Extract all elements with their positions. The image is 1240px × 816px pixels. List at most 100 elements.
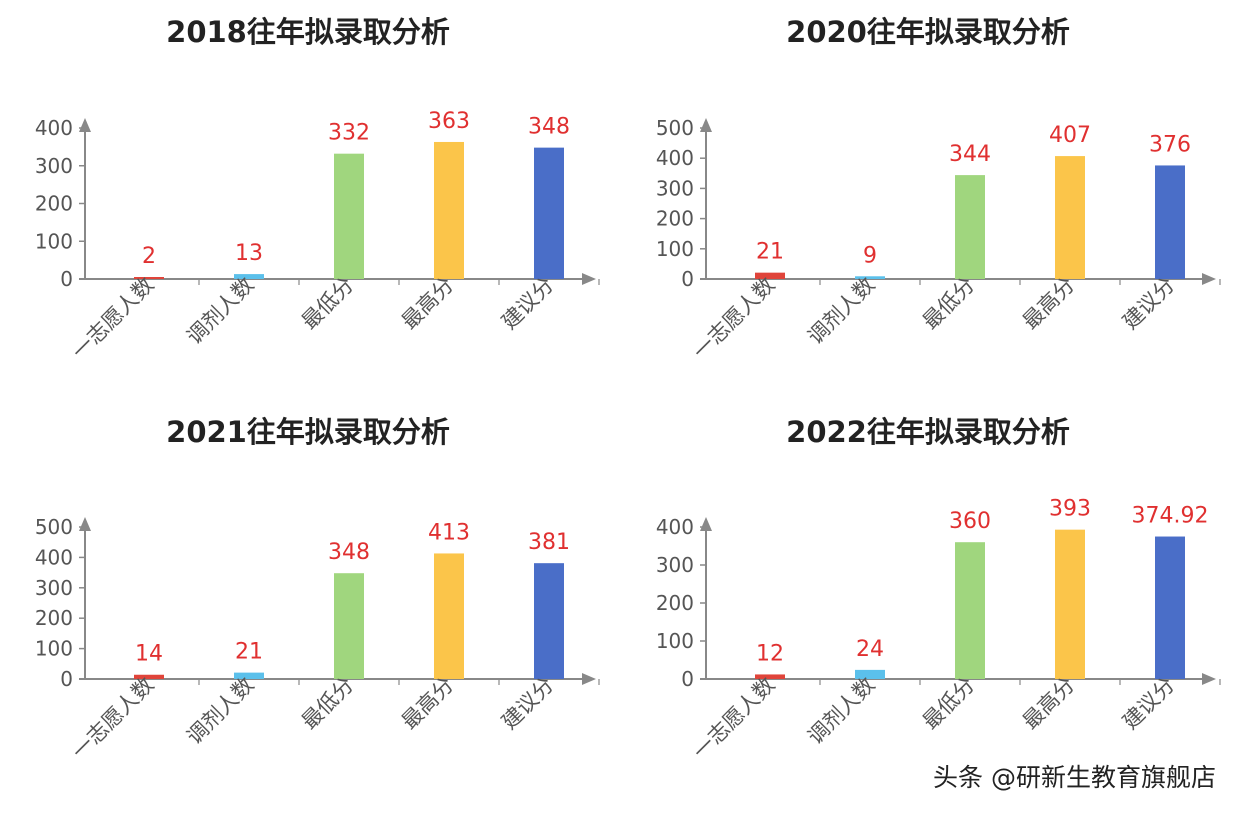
y-tick-label: 0 xyxy=(681,267,694,291)
y-tick-label: 400 xyxy=(656,515,694,539)
bar xyxy=(755,272,785,279)
data-label: 14 xyxy=(135,642,163,667)
bar xyxy=(955,175,985,279)
y-tick-label: 500 xyxy=(656,116,694,140)
category-label: 最高分 xyxy=(1018,273,1080,335)
x-axis-arrow xyxy=(582,273,596,285)
chart-panel-1: 2020往年拟录取分析 0 100 200 300 400 500 21 一志愿人数 9 调剂人数 3… xyxy=(656,15,1221,364)
data-label: 407 xyxy=(1049,123,1091,148)
y-tick-label: 400 xyxy=(656,146,694,170)
category-label: 调剂人数 xyxy=(182,673,258,749)
y-tick-label: 100 xyxy=(656,237,694,261)
y-tick-label: 0 xyxy=(60,267,73,291)
data-label: 21 xyxy=(235,640,263,665)
data-label: 348 xyxy=(328,540,370,565)
data-label: 9 xyxy=(863,243,877,268)
watermark-text: 头条 @研新生教育旗舰店 xyxy=(933,763,1216,792)
chart-title: 2022往年拟录取分析 xyxy=(786,415,1070,449)
data-label: 376 xyxy=(1149,132,1191,157)
y-tick-label: 400 xyxy=(35,116,73,140)
chart-panel-0: 2018往年拟录取分析 0 100 200 300 400 2 一志愿人数 13 调剂人数 332 最… xyxy=(35,15,600,364)
bar xyxy=(334,153,364,279)
bar xyxy=(534,563,564,679)
category-label: 一志愿人数 xyxy=(688,273,779,364)
y-tick-label: 300 xyxy=(35,154,73,178)
y-tick-label: 300 xyxy=(656,176,694,200)
bar xyxy=(1155,536,1185,679)
bar xyxy=(434,553,464,679)
data-label: 344 xyxy=(949,142,991,167)
y-tick-label: 200 xyxy=(656,591,694,615)
bar xyxy=(234,672,264,679)
data-label: 381 xyxy=(528,530,570,555)
y-tick-label: 200 xyxy=(656,207,694,231)
bar xyxy=(234,274,264,279)
data-label: 348 xyxy=(528,115,570,140)
category-label: 一志愿人数 xyxy=(67,673,158,764)
data-label: 24 xyxy=(856,637,884,662)
data-label: 2 xyxy=(142,244,156,269)
y-tick-label: 0 xyxy=(681,667,694,691)
data-label: 332 xyxy=(328,121,370,146)
y-tick-label: 100 xyxy=(35,229,73,253)
bar xyxy=(534,147,564,279)
data-label: 13 xyxy=(235,241,263,266)
x-axis-arrow xyxy=(582,673,596,685)
y-tick-label: 400 xyxy=(35,545,73,569)
y-axis-arrow xyxy=(700,517,712,531)
category-label: 最低分 xyxy=(297,673,359,735)
category-label: 建议分 xyxy=(1118,673,1180,735)
y-tick-label: 100 xyxy=(35,637,73,661)
category-label: 最高分 xyxy=(1018,673,1080,735)
x-axis-arrow xyxy=(1202,273,1216,285)
category-label: 最高分 xyxy=(397,273,459,335)
category-label: 调剂人数 xyxy=(803,273,879,349)
category-label: 最低分 xyxy=(918,673,980,735)
chart-title: 2021往年拟录取分析 xyxy=(166,415,450,449)
category-label: 最高分 xyxy=(397,673,459,735)
category-label: 一志愿人数 xyxy=(688,673,779,764)
y-axis-arrow xyxy=(79,118,91,132)
data-label: 374.92 xyxy=(1132,504,1209,529)
chart-panel-2: 2021往年拟录取分析 0 100 200 300 400 500 14 一志愿人数 21 调剂人数… xyxy=(35,415,600,764)
bar xyxy=(1155,165,1185,279)
chart-title: 2020往年拟录取分析 xyxy=(786,15,1070,49)
y-tick-label: 500 xyxy=(35,515,73,539)
category-label: 建议分 xyxy=(1118,273,1180,335)
category-label: 一志愿人数 xyxy=(67,273,158,364)
bar xyxy=(855,276,885,279)
bar xyxy=(1055,529,1085,679)
bar xyxy=(755,674,785,679)
chart-panel-3: 2022往年拟录取分析 0 100 200 300 400 12 一志愿人数 24 调剂人数 360… xyxy=(656,415,1221,764)
category-label: 最低分 xyxy=(918,273,980,335)
y-tick-label: 300 xyxy=(656,553,694,577)
data-label: 12 xyxy=(756,641,784,666)
data-label: 393 xyxy=(1049,497,1091,522)
y-tick-label: 300 xyxy=(35,576,73,600)
y-axis-arrow xyxy=(700,118,712,132)
chart-title: 2018往年拟录取分析 xyxy=(166,15,450,49)
bar xyxy=(434,141,464,279)
y-axis-arrow xyxy=(79,517,91,531)
bar xyxy=(1055,156,1085,279)
bar xyxy=(855,669,885,679)
y-tick-label: 200 xyxy=(35,606,73,630)
category-label: 调剂人数 xyxy=(182,273,258,349)
data-label: 360 xyxy=(949,509,991,534)
y-tick-label: 0 xyxy=(60,667,73,691)
x-axis-arrow xyxy=(1202,673,1216,685)
y-tick-label: 100 xyxy=(656,629,694,653)
bar xyxy=(334,573,364,679)
bar xyxy=(134,674,164,679)
category-label: 建议分 xyxy=(497,673,559,735)
category-label: 最低分 xyxy=(297,273,359,335)
data-label: 413 xyxy=(428,520,470,545)
category-label: 建议分 xyxy=(497,273,559,335)
data-label: 21 xyxy=(756,240,784,265)
data-label: 363 xyxy=(428,109,470,134)
category-label: 调剂人数 xyxy=(803,673,879,749)
bar xyxy=(134,277,164,279)
y-tick-label: 200 xyxy=(35,192,73,216)
bar xyxy=(955,542,985,679)
